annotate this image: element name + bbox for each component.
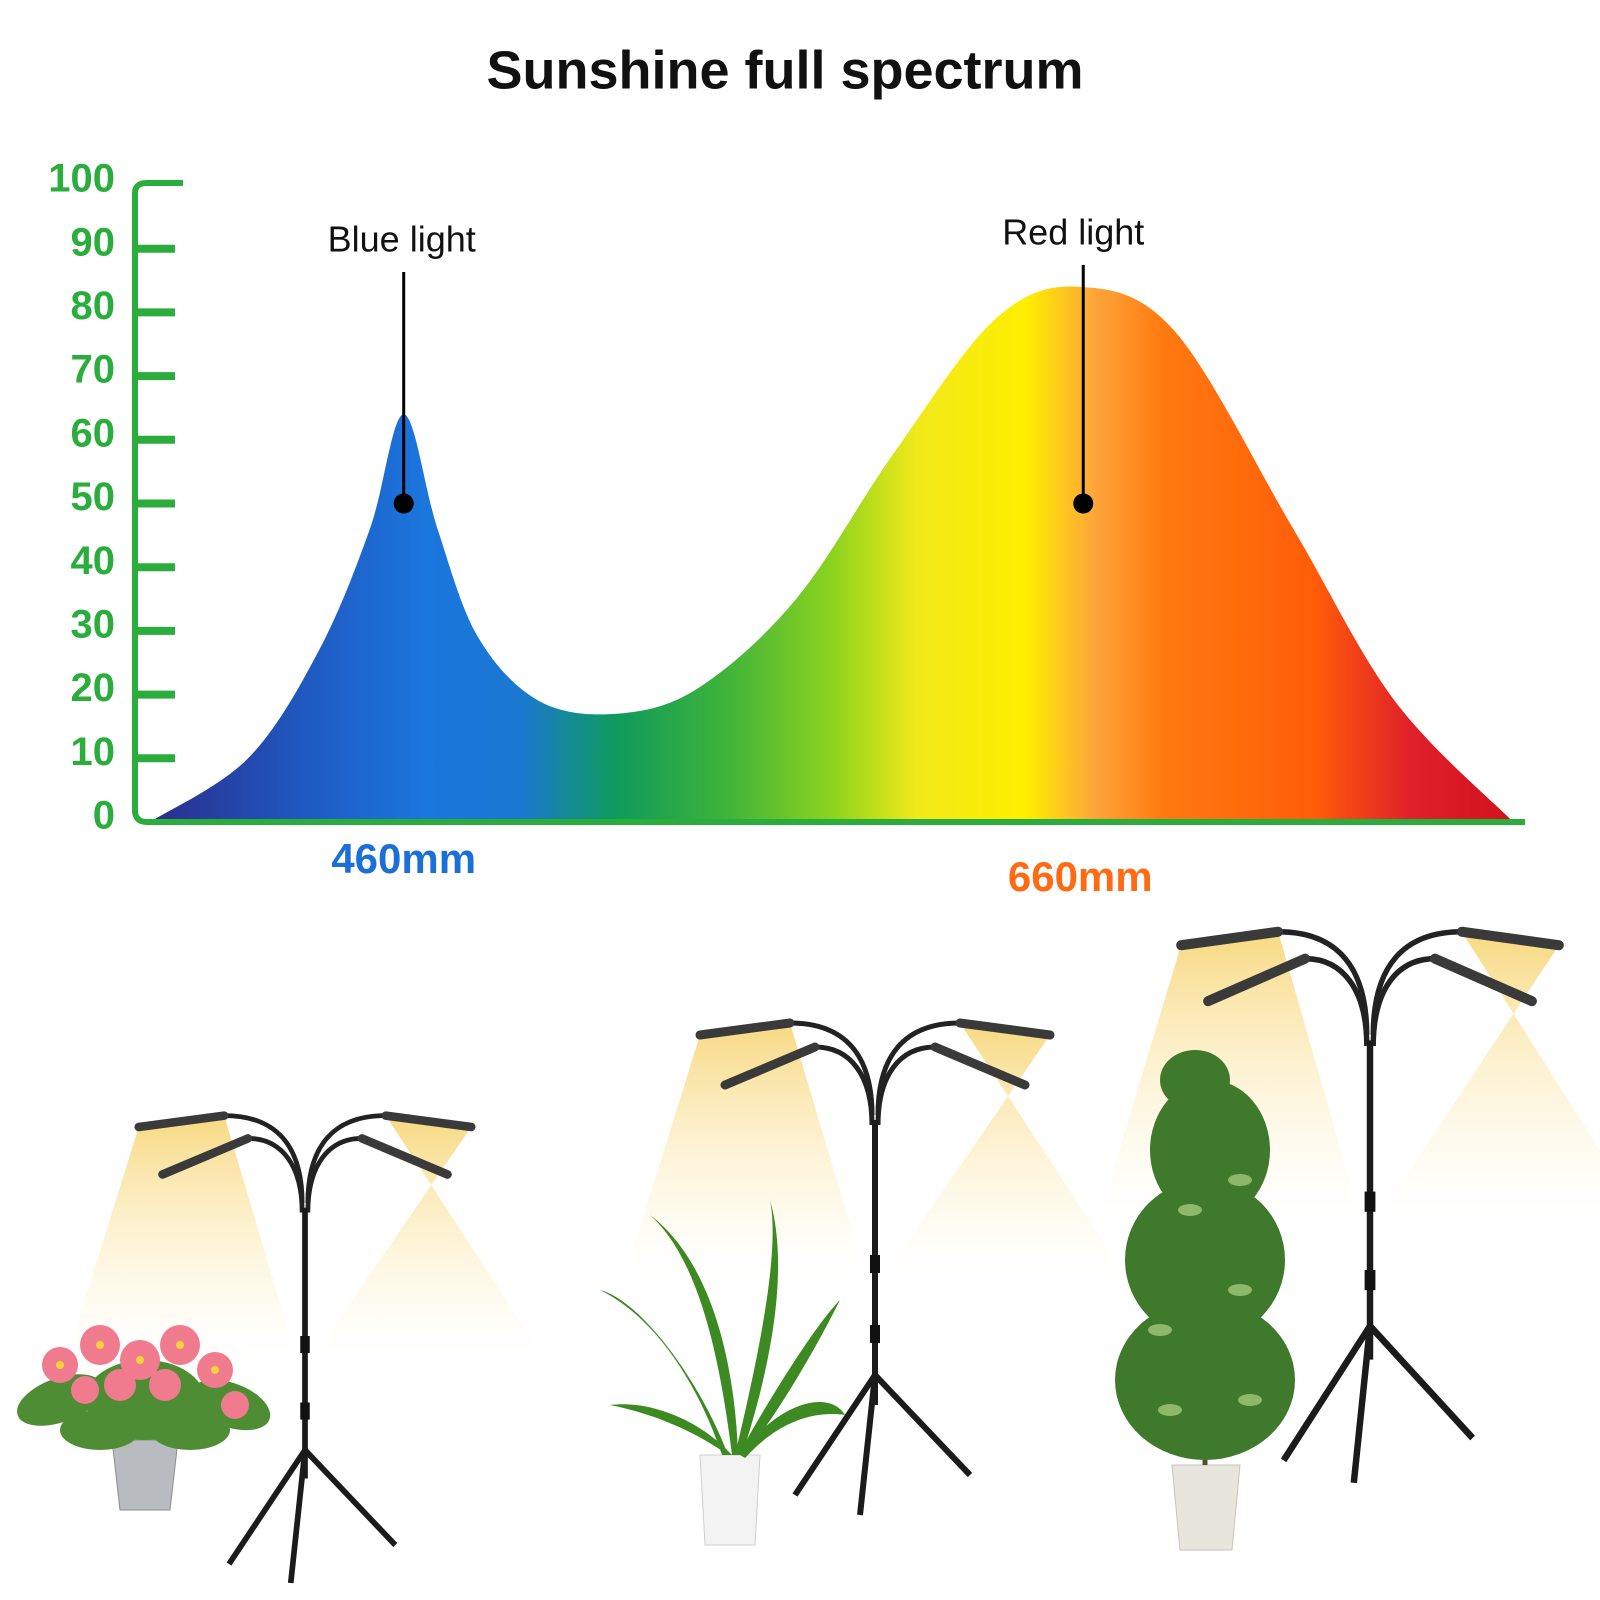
chart-title: Sunshine full spectrum	[486, 40, 1083, 100]
y-axis	[132, 180, 183, 812]
y-tick-label: 60	[71, 411, 116, 455]
x-tick-label: 460mm	[331, 835, 476, 882]
y-tick-label: 90	[71, 220, 116, 264]
y-tick-label: 20	[71, 666, 116, 710]
y-tick-label: 40	[71, 539, 116, 583]
x-axis	[132, 809, 1525, 825]
annotation: Red light	[1002, 212, 1144, 253]
y-tick-label: 80	[71, 284, 116, 328]
y-tick-label: 30	[71, 602, 116, 646]
chart: 0 10 20 30 40 50 60 70 80 90 100 460mm 660mm Blue lig…	[48, 157, 1525, 900]
illustration	[17, 932, 1600, 1583]
annotation-dot	[393, 493, 414, 514]
y-tick-label: 0	[93, 794, 115, 838]
y-tick-label: 50	[71, 475, 116, 519]
spectrum-area	[150, 286, 1514, 822]
annotation-dot	[1073, 493, 1094, 514]
y-tick-label: 100	[48, 157, 115, 201]
x-tick-label: 660mm	[1008, 853, 1153, 900]
y-tick-label: 70	[71, 348, 116, 392]
annotation: Blue light	[328, 219, 476, 260]
y-tick-label: 10	[71, 730, 116, 774]
